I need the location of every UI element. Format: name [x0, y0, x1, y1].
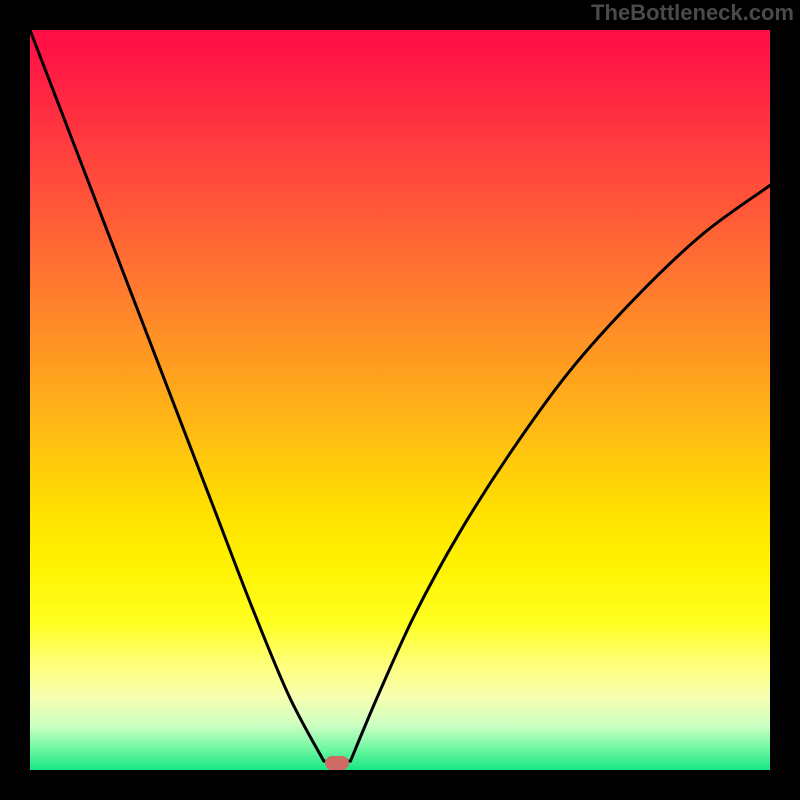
watermark-text: TheBottleneck.com: [591, 2, 800, 24]
chart-frame-right: [770, 0, 800, 800]
chart-frame-bottom: [0, 770, 800, 800]
chart-frame-left: [0, 0, 30, 800]
chart-background: [0, 0, 800, 800]
optimal-point-marker: [325, 756, 349, 770]
